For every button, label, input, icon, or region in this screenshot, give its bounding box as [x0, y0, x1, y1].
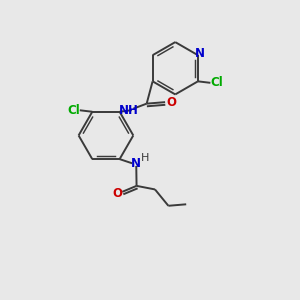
- Text: NH: NH: [119, 104, 139, 117]
- Text: N: N: [194, 47, 204, 60]
- Text: Cl: Cl: [210, 76, 223, 89]
- Text: H: H: [140, 153, 149, 163]
- Text: O: O: [166, 96, 176, 109]
- Text: N: N: [131, 157, 141, 170]
- Text: Cl: Cl: [67, 104, 80, 117]
- Text: O: O: [112, 187, 122, 200]
